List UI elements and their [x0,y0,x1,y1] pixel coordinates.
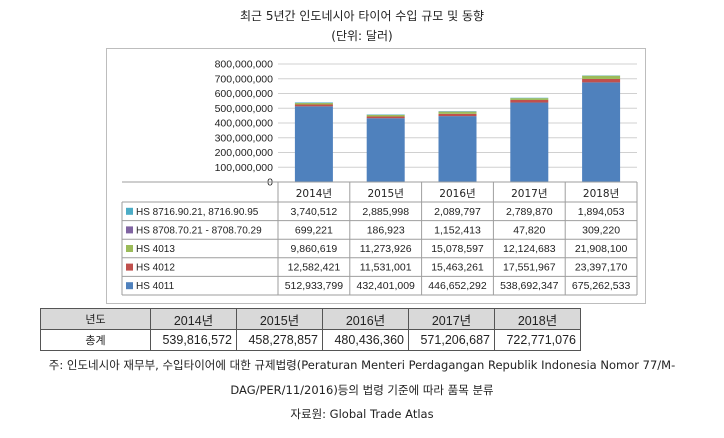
chart-frame: 0100,000,000200,000,000300,000,000400,00… [106,48,646,304]
y-tick-label: 600,000,000 [215,88,274,100]
data-label: 21,908,100 [575,243,628,255]
x-tick-label: 2014년 [296,188,332,200]
bar-segment [438,111,477,114]
bar-segment [294,102,333,103]
legend-label: HS 4013 [136,244,175,255]
x-tick-label: 2015년 [368,188,404,200]
bar-segment [366,118,405,182]
total-2018: 722,771,076 [494,329,581,351]
data-label: 675,262,533 [572,280,631,292]
data-label: 309,220 [582,224,620,236]
legend-swatch [126,263,133,271]
legend-label: HS 8708.70.21 - 8708.70.29 [136,225,262,236]
data-label: 186,923 [367,224,405,236]
y-tick-label: 500,000,000 [215,103,274,115]
year-2015: 2015년 [236,308,323,330]
legend-swatch [126,207,133,215]
summary-table: 년도 2014년 2015년 2016년 2017년 2018년 총계 539,… [40,308,581,351]
bar-segment [582,78,621,83]
year-2016: 2016년 [322,308,409,330]
data-label: 446,652,292 [428,280,487,292]
data-label: 11,531,001 [360,262,412,274]
chart-title: 최근 5년간 인도네시아 타이어 수입 규모 및 동향 [239,9,485,23]
chart-svg: 0100,000,000200,000,000300,000,000400,00… [121,59,638,296]
total-2016: 480,436,360 [322,329,409,351]
y-tick-label: 300,000,000 [215,132,274,144]
data-label: 17,551,967 [503,262,556,274]
data-label: 12,124,683 [503,243,556,255]
total-2017: 571,206,687 [408,329,495,351]
data-label: 1,894,053 [578,206,625,218]
y-tick-label: 100,000,000 [215,162,274,174]
data-label: 47,820 [513,224,545,236]
legend-label: HS 8716.90.21, 8716.90.95 [136,207,259,218]
legend-swatch [126,226,133,234]
year-2014: 2014년 [150,308,237,330]
y-tick-label: 400,000,000 [215,118,274,130]
legend-label: HS 4011 [136,281,175,292]
bar-segment [582,82,621,182]
bar-segment [294,106,333,182]
unit-label: (단위: 달러) [331,29,393,43]
data-label: 538,692,347 [500,280,559,292]
data-label: 15,078,597 [431,243,484,255]
bar-segment [438,113,477,117]
bar-segment [438,116,477,182]
total-2014: 539,816,572 [150,329,237,351]
y-tick-label: 200,000,000 [215,147,274,159]
x-tick-label: 2016년 [439,188,475,200]
bar-segment [510,99,549,103]
source-note: 자료원: Global Trade Atlas [290,407,434,421]
data-label: 11,273,926 [360,243,412,255]
y-tick-label: 800,000,000 [215,59,274,71]
total-label: 총계 [40,329,151,351]
bar-segment [582,75,621,79]
bar-segment [294,104,333,107]
data-label: 23,397,170 [575,262,628,274]
bar-segment [366,114,405,117]
data-label: 9,860,619 [291,243,338,255]
legend-swatch [126,245,133,252]
bar-segment [366,116,405,119]
legend-label: HS 4012 [136,263,175,274]
data-label: 699,221 [295,224,333,236]
data-label: 1,152,413 [434,224,481,236]
total-2015: 458,278,857 [236,329,323,351]
year-2017: 2017년 [408,308,495,330]
x-tick-label: 2017년 [511,188,547,200]
bar-segment [294,103,333,105]
data-label: 12,582,421 [288,262,341,274]
summary-total-row: 총계 539,816,572 458,278,857 480,436,360 5… [40,329,581,351]
legend-swatch [126,282,133,290]
bar-segment [510,98,549,100]
data-label: 2,885,998 [362,206,409,218]
data-label: 2,789,870 [506,206,553,218]
data-label: 3,740,512 [291,206,338,218]
y-tick-label: 700,000,000 [215,73,274,85]
year-header: 년도 [40,308,151,330]
data-label: 15,463,261 [431,262,484,274]
data-label: 432,401,009 [356,280,415,292]
year-2018: 2018년 [494,308,581,330]
x-tick-label: 2018년 [583,188,619,200]
note-line-1: 주: 인도네시아 재무부, 수입타이어에 대한 규제법령(Peraturan M… [48,358,676,372]
note-line-2: DAG/PER/11/2016)등의 법령 기준에 따라 품목 분류 [230,383,494,397]
summary-header-row: 년도 2014년 2015년 2016년 2017년 2018년 [40,308,581,330]
bar-segment [510,102,549,182]
data-label: 512,933,799 [285,280,344,292]
data-label: 2,089,797 [434,206,481,218]
